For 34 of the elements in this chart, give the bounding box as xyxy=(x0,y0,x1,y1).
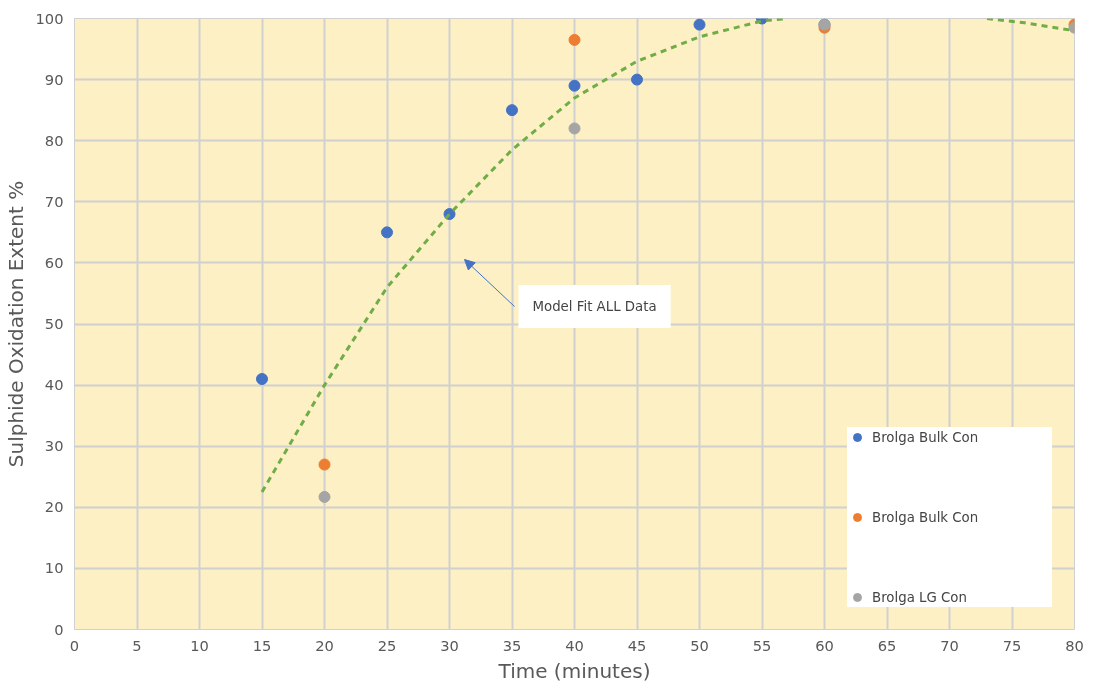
x-tick-label: 45 xyxy=(627,636,647,654)
x-tick-label: 60 xyxy=(815,636,834,654)
y-tick-label: 50 xyxy=(44,315,64,332)
y-tick-label: 30 xyxy=(44,437,64,455)
x-tick-label: 30 xyxy=(440,636,459,654)
y-tick-label: 100 xyxy=(35,9,64,27)
x-axis-title: Time (minutes) xyxy=(497,658,651,683)
x-tick-label: 5 xyxy=(132,636,142,654)
y-tick-label: 0 xyxy=(54,620,64,638)
y-tick-label: 70 xyxy=(44,192,64,210)
y-tick-label: 40 xyxy=(44,376,64,394)
y-tick-label: 60 xyxy=(44,253,64,271)
legend-label: Brolga Bulk Con xyxy=(872,509,980,525)
y-tick-label: 20 xyxy=(44,498,64,516)
x-tick-label: 15 xyxy=(252,636,272,654)
x-tick-label: 0 xyxy=(69,636,80,654)
x-tick-label: 10 xyxy=(190,636,209,654)
x-tick-label: 25 xyxy=(377,636,397,654)
x-tick-label: 35 xyxy=(502,636,522,654)
y-tick-label: 80 xyxy=(44,131,64,149)
x-tick-label: 20 xyxy=(315,636,334,654)
x-tick-label: 70 xyxy=(940,636,959,654)
x-tick-label: 75 xyxy=(1002,636,1022,654)
legend-label: Brolga Bulk Con xyxy=(872,429,980,445)
legend-label: Brolga LG Con xyxy=(872,589,968,605)
x-tick-label: 40 xyxy=(565,636,584,654)
annotation: Model Fit ALL Data xyxy=(532,299,657,314)
y-tick-label: 90 xyxy=(44,70,64,88)
x-tick-label: 50 xyxy=(690,636,709,654)
y-tick-label: 10 xyxy=(44,559,64,577)
x-tick-label: 80 xyxy=(1065,636,1084,654)
x-tick-label: 65 xyxy=(877,636,897,654)
y-axis-title: Sulphide Oxidation Extent % xyxy=(3,180,28,468)
x-tick-label: 55 xyxy=(752,636,772,654)
